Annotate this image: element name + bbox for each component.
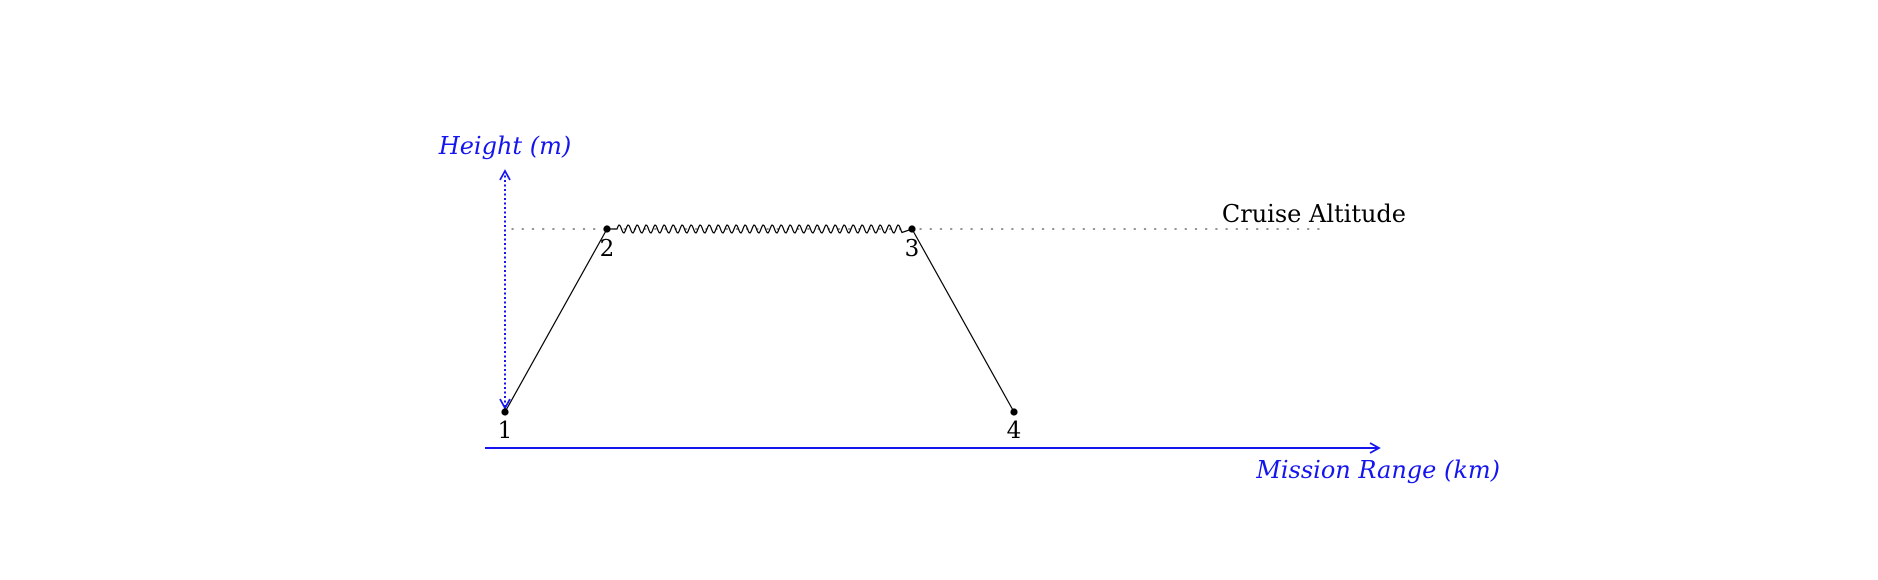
x-axis-label: Mission Range (km) [1255,456,1500,484]
point-2-marker [603,225,611,233]
point-2-label: 2 [600,236,615,262]
cruise-altitude-label: Cruise Altitude [1222,200,1406,228]
point-1-marker [501,408,509,416]
point-4-marker [1010,408,1018,416]
cruise-segment [607,224,913,234]
point-1-label: 1 [498,418,513,444]
point-3-marker [908,225,916,233]
climb-segment [504,228,608,413]
descent-segment [911,228,1015,413]
y-axis-label: Height (m) [438,132,571,160]
point-4-label: 4 [1007,418,1022,444]
point-3-label: 3 [905,236,920,262]
